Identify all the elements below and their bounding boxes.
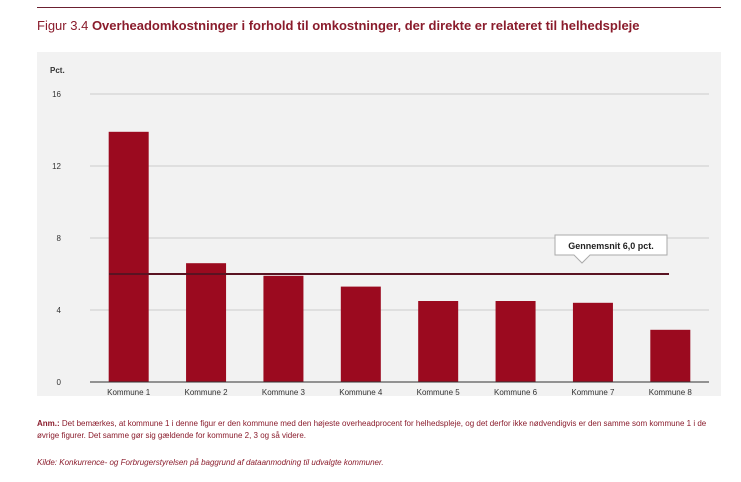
x-tick-label: Kommune 7: [571, 388, 615, 396]
x-tick-label: Kommune 3: [262, 388, 306, 396]
figure-title: Figur 3.4 Overheadomkostninger i forhold…: [37, 18, 640, 33]
average-callout-box: [554, 234, 668, 264]
y-tick-label: 4: [57, 306, 62, 315]
bar: [263, 275, 304, 382]
y-tick-label: 16: [52, 90, 61, 99]
x-tick-label: Kommune 8: [649, 388, 693, 396]
bar: [495, 301, 536, 382]
source-text: Kilde: Konkurrence- og Forbrugerstyrelse…: [37, 458, 384, 467]
bar: [108, 131, 149, 382]
x-tick-label: Kommune 5: [417, 388, 461, 396]
average-callout-label: Gennemsnit 6,0 pct.: [568, 241, 654, 251]
chart-panel: 0 4 8 12 16 Pct. Kommune 1 Kommune 2 Kommune 3 Ko…: [37, 52, 721, 396]
note-text: Det bemærkes, at kommune 1 i denne figur…: [37, 419, 707, 440]
note: Anm.: Det bemærkes, at kommune 1 i denne…: [37, 418, 721, 442]
bar: [418, 301, 459, 382]
y-tick-label: 12: [52, 162, 61, 171]
note-label: Anm.:: [37, 419, 60, 428]
y-tick-label: 8: [57, 234, 62, 243]
figure-title-text: Overheadomkostninger i forhold til omkos…: [91, 18, 640, 33]
x-tick-label: Kommune 4: [339, 388, 383, 396]
bar: [186, 263, 227, 382]
bar: [572, 302, 613, 382]
bar: [340, 286, 381, 382]
y-axis-title: Pct.: [50, 66, 65, 75]
bar-chart: 0 4 8 12 16 Pct. Kommune 1 Kommune 2 Kommune 3 Ko…: [50, 66, 709, 396]
x-tick-label: Kommune 1: [107, 388, 151, 396]
x-tick-label: Kommune 6: [494, 388, 538, 396]
y-tick-label: 0: [57, 378, 62, 387]
figure-label: Figur 3.4: [37, 18, 89, 33]
bar: [650, 329, 691, 382]
top-rule: [37, 7, 721, 8]
x-tick-label: Kommune 2: [184, 388, 228, 396]
